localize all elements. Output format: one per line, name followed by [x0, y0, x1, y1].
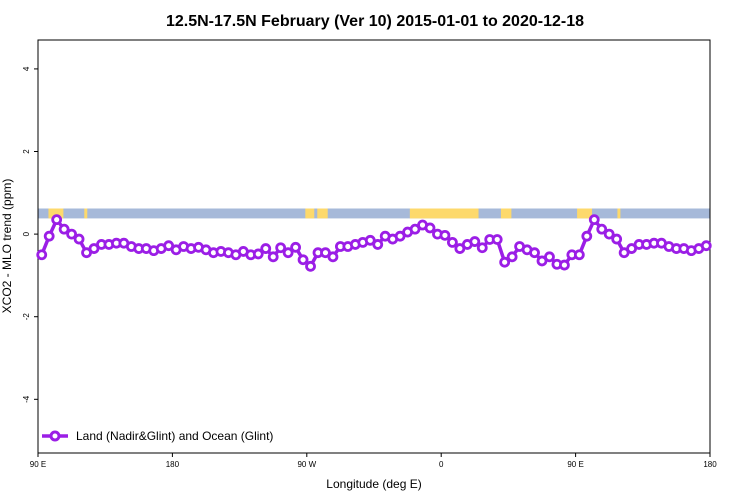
data-point: [297, 254, 309, 266]
data-point: [290, 241, 302, 253]
x-tick-label: 90 W: [297, 460, 316, 469]
surface-band: [38, 208, 710, 219]
legend-entry-label: Land (Nadir&Glint) and Ocean (Glint): [76, 429, 273, 443]
ocean-band: [38, 208, 710, 219]
data-point: [529, 247, 540, 259]
y-tick-label: -4: [22, 395, 31, 403]
land-segment-2: [305, 208, 315, 219]
data-point: [282, 247, 294, 259]
x-tick-label: 180: [166, 460, 180, 469]
land-segment-4: [409, 208, 479, 219]
data-point: [305, 260, 316, 272]
y-axis: -4 -2 0 2 4: [22, 66, 38, 403]
data-point: [36, 249, 48, 261]
data-point: [491, 234, 503, 245]
data-point: [252, 248, 264, 260]
land-segment-6: [577, 208, 593, 219]
x-tick-label: 90 E: [30, 460, 46, 469]
data-point: [66, 228, 77, 240]
x-axis: 90 E 180 90 W 0 90 E 180: [30, 453, 717, 469]
data-point: [51, 214, 63, 226]
y-axis-label: XCO2 - MLO trend (ppm): [0, 179, 14, 314]
data-point: [544, 251, 555, 263]
legend: Land (Nadir&Glint) and Ocean (Glint): [42, 429, 273, 443]
data-point: [43, 230, 55, 242]
y-tick-label: -2: [22, 313, 31, 321]
legend-marker-swatch: [49, 430, 61, 442]
y-tick-label: 0: [22, 231, 31, 236]
land-segment-0: [48, 208, 64, 219]
data-point: [588, 214, 600, 226]
data-point: [73, 233, 85, 245]
land-segment-5: [500, 208, 512, 219]
data-point: [559, 259, 570, 271]
data-point: [700, 240, 712, 252]
x-axis-label: Longitude (deg E): [326, 477, 421, 491]
data-point: [275, 242, 287, 254]
chart-title: 12.5N-17.5N February (Ver 10) 2015-01-01…: [166, 13, 584, 30]
y-tick-label: 4: [22, 66, 31, 71]
data-point: [439, 229, 451, 241]
data-point: [581, 230, 593, 242]
data-point: [611, 233, 623, 245]
land-segment-7: [617, 208, 621, 219]
data-point: [424, 222, 436, 234]
data-point: [372, 239, 384, 250]
y-tick-label: 2: [22, 149, 31, 154]
data-point: [469, 236, 481, 247]
x-tick-label: 90 E: [567, 460, 583, 469]
data-point: [476, 242, 488, 254]
data-point: [506, 251, 518, 263]
data-point: [327, 251, 339, 263]
land-segment-3: [317, 208, 328, 219]
data-point: [573, 249, 585, 261]
data-point: [446, 236, 458, 248]
land-segment-1: [84, 208, 88, 219]
data-point: [260, 243, 272, 254]
data-point: [499, 256, 511, 268]
data-point: [58, 223, 70, 235]
x-tick-label: 0: [439, 460, 444, 469]
data-point: [603, 228, 615, 240]
series-layer: [36, 214, 712, 272]
x-tick-label: 180: [703, 460, 717, 469]
data-point: [267, 251, 279, 263]
data-point: [596, 223, 608, 235]
